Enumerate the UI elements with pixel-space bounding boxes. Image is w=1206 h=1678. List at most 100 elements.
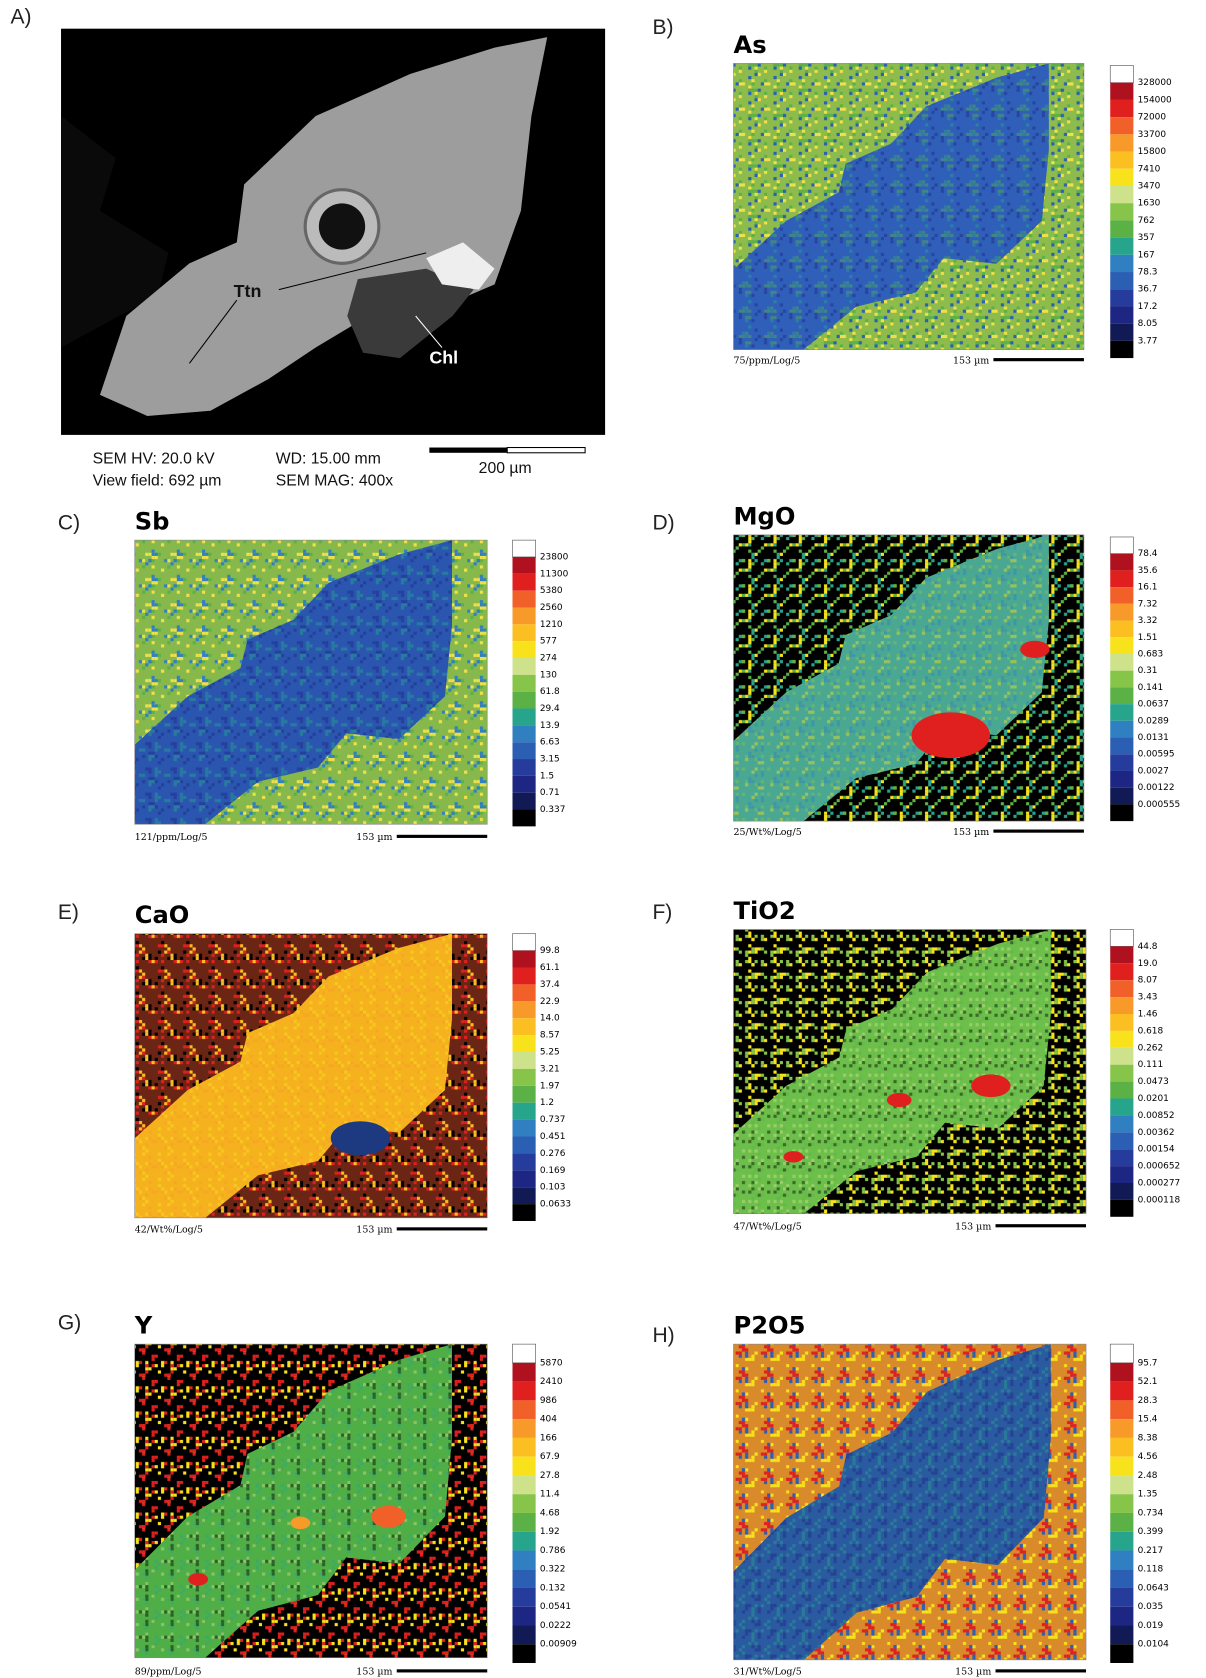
- scale-label: 0.00595: [1138, 750, 1175, 760]
- color-box: [1110, 168, 1134, 186]
- color-box: [1110, 1569, 1134, 1588]
- scale-label: 1.92: [540, 1527, 560, 1537]
- sem-info: View field: 692 µm: [93, 472, 222, 489]
- color-box: [1110, 963, 1134, 981]
- panel-label: E): [58, 901, 79, 924]
- sem-panel: A) Ttn Chl SEM HV: 20.0 kV View field: 6…: [11, 5, 606, 489]
- grain-speckle: [134, 1344, 452, 1658]
- color-box: [1110, 1149, 1134, 1167]
- map-title: As: [733, 31, 766, 59]
- color-box: [1110, 1115, 1134, 1133]
- scale-label: 0.00852: [1138, 1111, 1175, 1121]
- chlorite: [347, 268, 474, 359]
- color-box: [512, 1136, 536, 1154]
- scale-label: 3.32: [1138, 616, 1158, 626]
- map-frame: [733, 929, 1087, 1214]
- color-box: [1110, 134, 1134, 152]
- scale-bar: [396, 834, 488, 838]
- color-box: [512, 984, 536, 1002]
- color-box: [1110, 720, 1134, 738]
- sem-info: SEM MAG: 400x: [276, 472, 394, 489]
- scale-label: 11.4: [540, 1490, 560, 1500]
- scale-label: 2410: [540, 1377, 563, 1387]
- scale-label: 328000: [1138, 78, 1172, 88]
- color-box: [1110, 254, 1134, 273]
- color-box: [512, 1035, 536, 1053]
- map-title: Y: [134, 1312, 153, 1340]
- scale-label: 2560: [540, 603, 563, 613]
- sem-info: WD: 15.00 mm: [276, 450, 381, 467]
- color-box: [1110, 587, 1134, 604]
- scale-label: 61.8: [540, 687, 560, 697]
- color-box: [1110, 946, 1134, 964]
- panel-label: G): [58, 1311, 81, 1334]
- color-box: [1110, 980, 1134, 998]
- color-box: [512, 967, 536, 985]
- scale-label: 1.35: [1138, 1490, 1158, 1500]
- color-box: [512, 1587, 536, 1607]
- scale-bar-label: 153 µm: [356, 832, 392, 843]
- color-box: [1110, 1064, 1134, 1082]
- scale-label: 28.3: [1138, 1396, 1158, 1406]
- scale-label: 0.118: [1138, 1565, 1164, 1575]
- color-box: [1109, 1343, 1134, 1364]
- map-footer: 89/ppm/Log/5: [135, 1667, 202, 1678]
- scale-label: 8.38: [1138, 1433, 1158, 1443]
- scale-label: 0.71: [540, 788, 560, 798]
- scale-label: 0.000118: [1138, 1195, 1181, 1205]
- color-box: [512, 1419, 536, 1438]
- scale-label: 52.1: [1138, 1377, 1158, 1387]
- color-box: [512, 1494, 536, 1513]
- color-box: [1110, 237, 1134, 255]
- scale-label: 0.0131: [1138, 733, 1169, 743]
- color-box: [1110, 203, 1134, 221]
- scale-label: 19.0: [1138, 959, 1158, 969]
- color-box: [1110, 1199, 1134, 1217]
- scale-label: 986: [540, 1396, 557, 1406]
- scale-label: 72000: [1138, 113, 1167, 123]
- scale-label: 7410: [1138, 164, 1161, 174]
- color-box: [1110, 306, 1134, 324]
- scale-bar: [506, 446, 586, 454]
- color-box: [512, 1512, 536, 1532]
- scale-label: 0.000555: [1138, 800, 1181, 810]
- color-box: [1110, 1606, 1134, 1626]
- scale-label: 2.48: [1138, 1471, 1158, 1481]
- titanite-bright: [426, 242, 495, 290]
- scale-label: 4.68: [540, 1508, 560, 1518]
- color-box: [512, 1052, 536, 1069]
- color-box: [1110, 1494, 1134, 1513]
- color-box: [512, 1569, 536, 1588]
- scale-label: 44.8: [1138, 942, 1158, 952]
- annotation: Chl: [429, 347, 458, 367]
- scale-label: 17.2: [1138, 302, 1158, 312]
- map-frame: [733, 63, 1085, 350]
- color-box: [1110, 220, 1134, 238]
- color-box: [512, 809, 536, 827]
- color-box: [1110, 272, 1134, 290]
- scale-label: 0.0027: [1138, 766, 1169, 776]
- annotation: Ttn: [234, 281, 262, 301]
- grain-speckle: [733, 929, 1051, 1214]
- scale-label: 0.00909: [540, 1640, 577, 1650]
- color-box: [1110, 997, 1134, 1015]
- hot-spot: [330, 1121, 390, 1156]
- map-panel: H) P2O5 95.7 52.1 28.3 15.4 8.38 4.56 2.48 1.35 0.…: [652, 1312, 1169, 1678]
- panel-label: D): [652, 512, 674, 535]
- scale-bar-label: 153 µm: [356, 1667, 392, 1678]
- shadow: [61, 116, 169, 348]
- scale-label: 0.0633: [540, 1200, 571, 1210]
- color-box: [1110, 1456, 1134, 1476]
- color-box: [512, 1606, 536, 1626]
- color-box: [1110, 1047, 1134, 1065]
- color-box: [512, 1550, 536, 1570]
- map-panel: D) MgO 78.4 35.6 16.1 7.32 3.32 1.51 0.683 0.31 0.…: [652, 502, 1180, 837]
- scale-label: 0.734: [1138, 1508, 1164, 1518]
- color-box: [1110, 1081, 1134, 1099]
- color-box: [512, 1018, 536, 1036]
- color-box: [1110, 1014, 1134, 1031]
- scale-label: 3.21: [540, 1064, 560, 1074]
- scale-label: 0.00362: [1138, 1128, 1175, 1138]
- color-box: [1110, 620, 1134, 638]
- map-footer: 121/ppm/Log/5: [135, 832, 208, 843]
